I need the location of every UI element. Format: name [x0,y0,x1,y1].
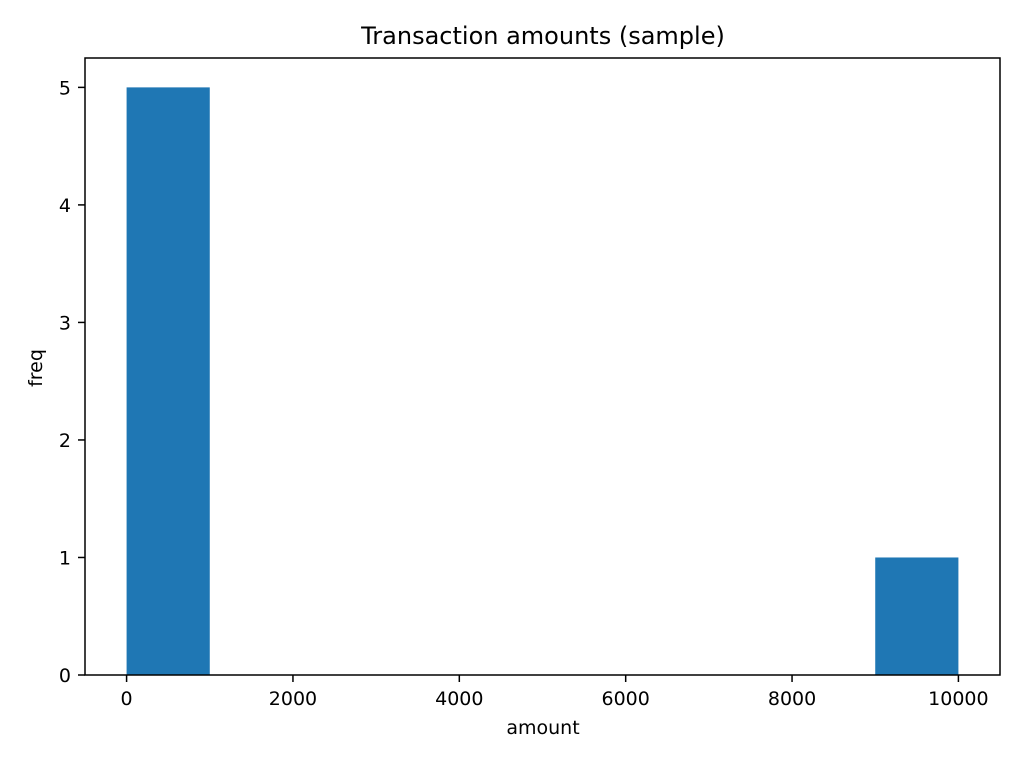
x-tick-label: 2000 [269,688,317,710]
x-axis-ticks: 0 2000 4000 6000 8000 10000 [121,675,989,710]
x-tick-label: 4000 [435,688,483,710]
x-tick-label: 10000 [928,688,988,710]
x-tick-label: 0 [121,688,133,710]
x-axis-label: amount [506,717,579,739]
y-tick-label: 3 [59,312,71,334]
histogram-bar-9 [875,557,959,675]
chart-title: Transaction amounts (sample) [360,22,725,50]
y-tick-label: 4 [59,195,71,217]
y-axis-ticks: 0 1 2 3 4 5 [59,77,85,687]
y-tick-label: 1 [59,547,71,569]
y-axis-label: freq [25,349,47,387]
y-tick-label: 0 [59,665,71,687]
histogram-bar-0 [126,87,210,675]
x-tick-label: 8000 [768,688,816,710]
plot-frame [84,57,1001,676]
y-tick-label: 2 [59,430,71,452]
histogram-bars [126,87,959,675]
x-tick-label: 6000 [602,688,650,710]
y-tick-label: 5 [59,77,71,99]
